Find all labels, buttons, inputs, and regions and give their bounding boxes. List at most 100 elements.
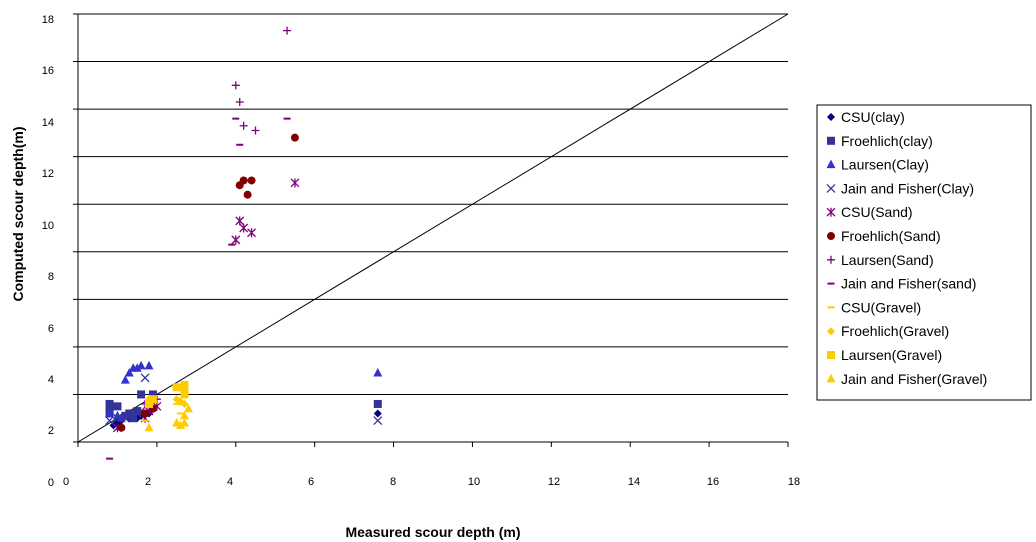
data-point xyxy=(180,380,189,389)
legend-marker xyxy=(826,207,836,217)
data-point xyxy=(120,375,130,384)
data-point xyxy=(231,235,241,245)
legend-entry-label: CSU(Gravel) xyxy=(841,299,921,315)
legend-marker xyxy=(826,373,836,383)
data-point xyxy=(239,176,248,185)
data-point xyxy=(180,385,189,394)
data-point xyxy=(105,408,115,417)
data-point xyxy=(373,399,382,408)
data-point xyxy=(141,409,150,418)
data-point xyxy=(112,413,122,423)
data-point xyxy=(145,399,153,408)
y-tick-label: 4 xyxy=(48,374,54,386)
data-point xyxy=(148,390,157,399)
data-point xyxy=(113,402,122,411)
data-point xyxy=(128,411,138,421)
data-point xyxy=(180,399,189,408)
y-tick-label: 16 xyxy=(42,65,54,77)
data-point xyxy=(140,373,150,383)
data-point xyxy=(144,422,154,432)
y-tick-label: 12 xyxy=(42,168,54,180)
data-point xyxy=(373,409,382,418)
data-point xyxy=(180,410,189,420)
data-point xyxy=(235,97,244,106)
y-tick-label: 0 xyxy=(48,477,54,489)
data-point xyxy=(235,216,245,226)
data-point xyxy=(172,383,181,392)
x-tick-label: 18 xyxy=(788,476,800,488)
data-point xyxy=(132,363,142,372)
y-tick-label: 18 xyxy=(42,14,54,26)
x-tick-label: 0 xyxy=(63,476,69,488)
y-tick-label: 14 xyxy=(42,117,54,129)
data-point xyxy=(120,413,130,423)
data-point xyxy=(144,360,154,370)
data-point xyxy=(283,26,292,35)
legend: CSU(clay) Froehlich(clay) Laursen(Clay) Jai… xyxy=(816,104,1032,401)
x-tick-label: 2 xyxy=(145,476,151,488)
data-point xyxy=(180,390,189,399)
data-point xyxy=(136,360,146,370)
legend-marker xyxy=(827,327,835,336)
data-point xyxy=(231,81,240,90)
data-point xyxy=(247,228,257,238)
legend-marker xyxy=(826,183,836,193)
data-point xyxy=(183,403,193,413)
data-point xyxy=(105,416,115,426)
legend-marker xyxy=(827,255,835,264)
data-point xyxy=(129,414,138,423)
data-points xyxy=(105,26,383,460)
legend-entry-label: CSU(Sand) xyxy=(841,204,913,220)
legend-entry-label: Jain and Fisher(Gravel) xyxy=(841,371,987,387)
data-point xyxy=(247,176,256,185)
data-point xyxy=(124,368,134,377)
data-point xyxy=(133,407,142,416)
data-point xyxy=(251,126,260,135)
x-tick-label: 4 xyxy=(227,476,233,488)
legend-box xyxy=(816,104,1032,401)
y-tick-label: 10 xyxy=(42,220,54,232)
x-tick-label: 6 xyxy=(308,476,314,488)
data-point xyxy=(148,395,157,404)
data-point xyxy=(132,409,142,418)
legend-entry-label: Jain and Fisher(sand) xyxy=(841,276,976,292)
x-tick-label: 8 xyxy=(390,476,396,488)
legend-entry-label: Laursen(Gravel) xyxy=(841,347,942,363)
legend-marker xyxy=(826,159,836,169)
legend-entry-label: Laursen(Clay) xyxy=(841,157,929,173)
legend-entry-label: Froehlich(Sand) xyxy=(841,228,941,244)
data-point xyxy=(373,368,383,377)
y-tick-label: 8 xyxy=(48,271,54,283)
legend-marker xyxy=(827,232,835,240)
data-point xyxy=(239,121,248,130)
data-point xyxy=(137,390,146,399)
legend-marker xyxy=(827,351,835,359)
data-point xyxy=(290,178,300,188)
x-tick-label: 14 xyxy=(628,476,640,488)
data-point xyxy=(290,133,299,142)
data-point xyxy=(125,409,134,418)
legend-marker xyxy=(827,136,835,145)
x-tick-label: 10 xyxy=(468,476,480,488)
data-point xyxy=(105,399,114,408)
reference-line xyxy=(77,13,789,443)
x-axis-title: Measured scour depth (m) xyxy=(345,524,520,540)
data-point xyxy=(180,417,189,427)
legend-entry-label: Jain and Fisher(Clay) xyxy=(841,180,974,196)
data-point xyxy=(117,423,126,432)
legend-entry-label: Froehlich(clay) xyxy=(841,133,933,149)
y-tick-label: 2 xyxy=(48,425,54,437)
plot-area: 0 2 4 6 8 10 12 14 16 18 0 2 4 6 8 10 12 14 16 18 xyxy=(42,13,800,489)
legend-entry-label: Froehlich(Gravel) xyxy=(841,323,949,339)
y-tick-label: 6 xyxy=(48,323,54,335)
data-point xyxy=(239,223,249,233)
x-tick-label: 16 xyxy=(707,476,719,488)
y-axis-title: Computed scour depth(m) xyxy=(10,127,26,302)
data-point xyxy=(373,416,383,426)
legend-entry-label: Laursen(Sand) xyxy=(841,252,934,268)
legend-entry-label: CSU(clay) xyxy=(841,109,905,125)
x-tick-label: 12 xyxy=(548,476,560,488)
data-point xyxy=(243,190,252,199)
data-point xyxy=(176,420,186,429)
